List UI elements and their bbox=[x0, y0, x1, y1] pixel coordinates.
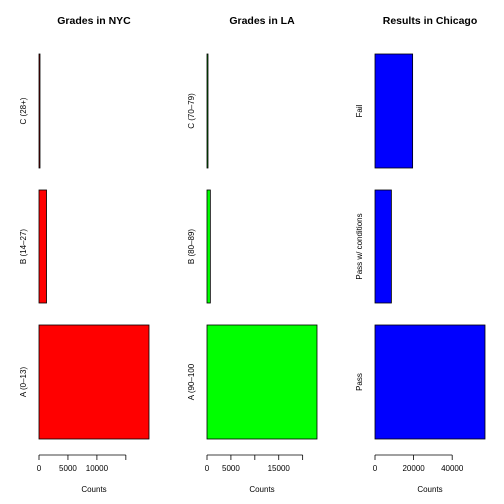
bar bbox=[374, 324, 486, 440]
x-tick-label: 0 bbox=[373, 464, 378, 473]
bar bbox=[206, 53, 209, 169]
category-label: B (80–89) bbox=[187, 229, 196, 264]
category-label: C (70–79) bbox=[187, 93, 196, 129]
category-label: C (28+) bbox=[19, 97, 28, 124]
x-tick-label: 15000 bbox=[268, 464, 291, 473]
chart-title: Grades in LA bbox=[229, 15, 295, 27]
category-label: Pass w/ conditions bbox=[355, 213, 364, 279]
category-label: A (90–100 bbox=[187, 363, 196, 400]
bar bbox=[38, 189, 47, 304]
x-tick-label: 5000 bbox=[59, 464, 77, 473]
chart-title: Results in Chicago bbox=[383, 15, 478, 27]
bar bbox=[374, 53, 414, 169]
chart-title: Grades in NYC bbox=[57, 15, 131, 27]
x-tick-label: 40000 bbox=[441, 464, 464, 473]
category-label: A (0–13) bbox=[19, 367, 28, 398]
x-tick-label: 5000 bbox=[222, 464, 240, 473]
panel-3: Results in Chicago Pass Pass w/ conditions… bbox=[355, 15, 486, 494]
category-label: Fail bbox=[355, 104, 364, 117]
bar bbox=[206, 324, 318, 440]
category-label: B (14–27) bbox=[19, 229, 28, 264]
bar bbox=[38, 324, 150, 440]
x-axis-label: Counts bbox=[81, 485, 106, 494]
category-label: Pass bbox=[355, 373, 364, 391]
x-tick-label: 0 bbox=[37, 464, 42, 473]
x-tick-label: 20000 bbox=[402, 464, 425, 473]
bar bbox=[374, 189, 392, 304]
bar bbox=[206, 189, 211, 304]
bar bbox=[38, 53, 41, 169]
x-tick-label: 0 bbox=[205, 464, 210, 473]
panel-2: Grades in LA A (90–100 B (80–89) C (70–79) 0… bbox=[187, 15, 318, 494]
x-tick-label: 10000 bbox=[86, 464, 109, 473]
x-axis-label: Counts bbox=[249, 485, 274, 494]
panel-1: Grades in NYC A (0–13) B (14–27) C (28+) 0 50… bbox=[19, 15, 150, 494]
x-axis-label: Counts bbox=[417, 485, 442, 494]
